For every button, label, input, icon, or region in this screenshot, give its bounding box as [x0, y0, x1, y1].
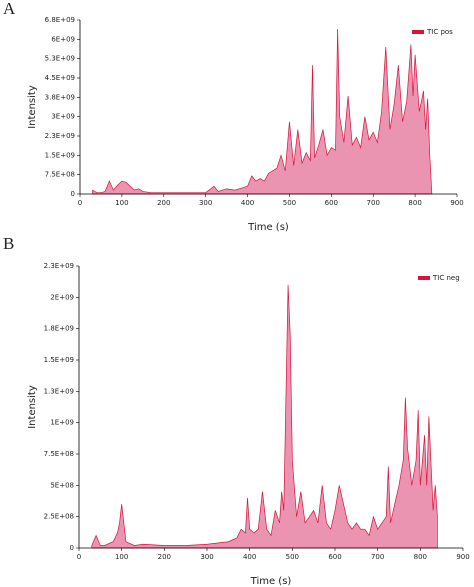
- legend-swatch: [412, 30, 424, 34]
- x-tick-label: 900: [456, 553, 469, 561]
- y-tick-label: 1.5E+09: [44, 356, 74, 364]
- y-tick-label: 5E+08: [50, 481, 74, 489]
- x-tick-label: 700: [367, 199, 380, 207]
- y-tick-label: 1.8E+09: [44, 325, 74, 333]
- x-tick-label: 0: [78, 199, 82, 207]
- x-tick-label: 600: [328, 553, 341, 561]
- x-tick-label: 900: [450, 199, 463, 207]
- x-tick-label: 300: [200, 553, 213, 561]
- area: [92, 29, 433, 195]
- y-tick-label: 1.5E+09: [45, 151, 75, 159]
- x-tick-label: 600: [325, 199, 338, 207]
- y-tick-label: 2.3E+09: [45, 132, 75, 140]
- x-tick-label: 800: [408, 199, 421, 207]
- x-tick-label: 200: [158, 553, 171, 561]
- y-tick-label: 5.3E+09: [45, 55, 75, 63]
- x-tick-label: 300: [199, 199, 212, 207]
- y-tick-label: 4.5E+09: [45, 74, 75, 82]
- y-tick-label: 3E+09: [51, 113, 75, 121]
- y-tick-label: 1E+09: [50, 419, 74, 427]
- legend-label: TIC neg: [432, 274, 460, 282]
- x-tick-label: 200: [157, 199, 170, 207]
- x-tick-label: 100: [115, 553, 128, 561]
- x-tick-label: 800: [414, 553, 427, 561]
- y-tick-label: 0: [70, 544, 74, 552]
- x-tick-label: 700: [371, 553, 384, 561]
- legend-swatch: [418, 276, 430, 280]
- x-tick-label: 500: [286, 553, 299, 561]
- panel-label: A: [3, 0, 16, 18]
- x-axis-label: Time (s): [250, 576, 292, 587]
- y-tick-label: 6.8E+09: [45, 16, 75, 24]
- y-tick-label: 1.3E+09: [44, 387, 74, 395]
- y-tick-label: 6E+09: [51, 35, 75, 43]
- panel-label: B: [3, 234, 14, 253]
- x-tick-label: 400: [241, 199, 254, 207]
- y-axis-label: Intensity: [27, 85, 38, 129]
- y-tick-label: 0: [71, 190, 75, 198]
- y-tick-label: 2E+09: [50, 293, 74, 301]
- y-axis-label: Intensity: [27, 385, 38, 429]
- area: [91, 284, 438, 549]
- x-axis-label: Time (s): [247, 222, 289, 233]
- y-tick-label: 7.5E+08: [45, 171, 75, 179]
- legend-label: TIC pos: [426, 28, 453, 36]
- x-tick-label: 400: [243, 553, 256, 561]
- x-tick-label: 500: [283, 199, 296, 207]
- y-tick-label: 7.5E+08: [44, 450, 74, 458]
- y-tick-label: 2.5E+08: [44, 513, 74, 521]
- y-tick-label: 2.3E+09: [44, 262, 74, 270]
- x-tick-label: 0: [77, 553, 81, 561]
- x-tick-label: 100: [115, 199, 128, 207]
- y-tick-label: 3.8E+09: [45, 93, 75, 101]
